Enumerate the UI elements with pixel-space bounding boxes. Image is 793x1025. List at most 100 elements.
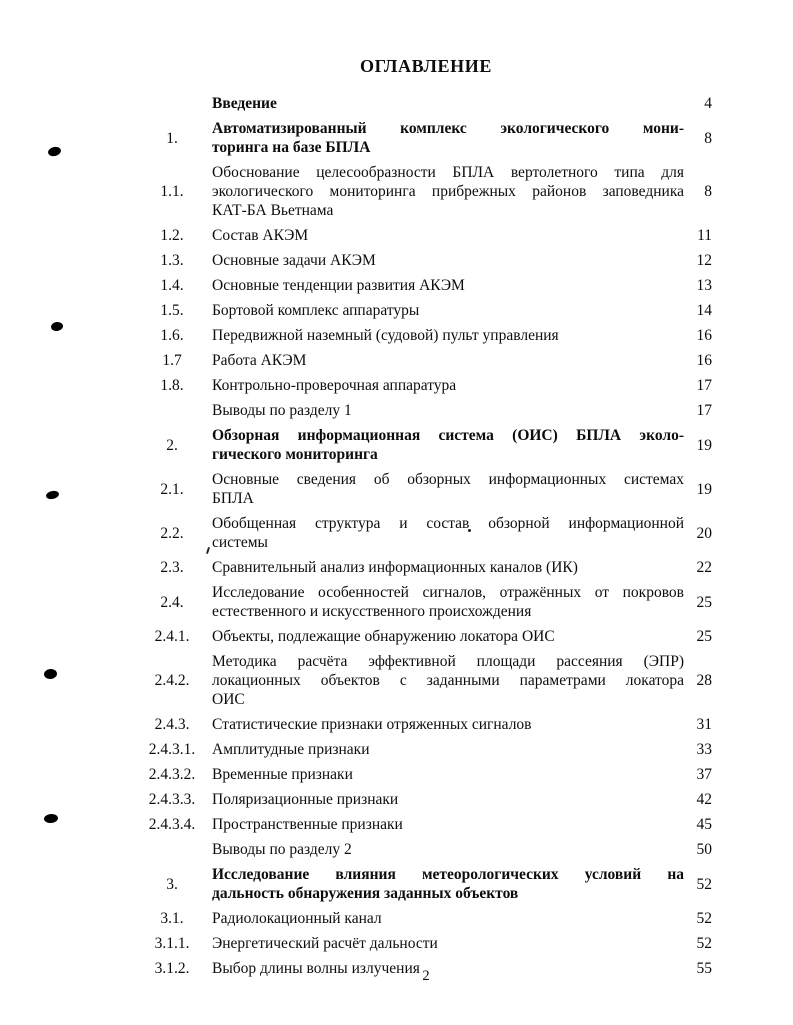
toc-entry-title: Обобщенная структура и состав обзорной и…: [204, 514, 684, 552]
toc-entry-title: Энергетический расчёт дальности: [204, 934, 684, 953]
toc-row: 2.4. Исследование особенностей сигналов, …: [140, 583, 712, 621]
toc-entry-title: Исследование влияния метеорологических у…: [204, 865, 684, 903]
toc-entry-title-line: Обоснование целесообразности БПЛА вертол…: [212, 164, 684, 181]
toc-entry-title-line: экологического мониторинга прибрежных ра…: [212, 183, 684, 200]
toc-row: Введение 4: [140, 94, 712, 113]
toc-entry-number: 2.1.: [160, 480, 184, 498]
toc-entry-page: 12: [696, 252, 713, 269]
toc-entry-number: 2.4.1.: [154, 628, 190, 645]
toc-entry-title-line: Основные задачи АКЭМ: [212, 252, 376, 269]
toc-entry-title-line: Сравнительный анализ информационных кана…: [212, 559, 578, 576]
toc-row: 2.4.3.1. Амплитудные признаки 33: [140, 740, 712, 759]
toc-entry-title: Объекты, подлежащие обнаружению локатора…: [204, 627, 684, 646]
toc-entry-title: Основные тенденции развития АКЭМ: [204, 276, 684, 295]
toc-entry-page: 37: [696, 766, 713, 783]
toc-entry-title-line: Основные сведения об обзорных информацио…: [212, 471, 684, 488]
toc-row: 1.5. Бортовой комплекс аппаратуры 14: [140, 301, 712, 320]
toc-entry-number: 1.6.: [160, 327, 184, 344]
toc-entry-title-line: Объекты, подлежащие обнаружению локатора…: [212, 628, 555, 645]
toc-entry-page: 14: [696, 302, 713, 319]
toc-entry-title-line: Временные признаки: [212, 766, 353, 783]
toc-entry-title: Бортовой комплекс аппаратуры: [204, 301, 684, 320]
toc-entry-title-line: Статистические признаки отряженных сигна…: [212, 716, 532, 733]
toc-entry-title: Поляризационные признаки: [204, 790, 684, 809]
toc-entry-title-line: дальность обнаружения заданных объектов: [212, 885, 519, 902]
toc-entry-title-line: естественного и искусственного происхожд…: [212, 603, 532, 620]
toc-entry-page: 16: [696, 352, 713, 369]
toc-entry-number: 1.5.: [160, 302, 184, 319]
toc-entry-number: 3.1.: [160, 910, 184, 927]
toc-entry-number: 1.: [166, 129, 178, 147]
toc-entry-title-line: Исследование особенностей сигналов, отра…: [212, 584, 684, 601]
toc-entry-number: 2.4.3.2.: [148, 766, 196, 783]
toc-row: 2.4.3. Статистические признаки отряженных…: [140, 715, 712, 734]
toc-entry-number: 1.8.: [160, 377, 184, 394]
toc-entry-number: 3.1.1.: [154, 935, 190, 952]
toc-row: 3.1.2. Выбор длины волны излучения 55: [140, 959, 712, 978]
toc-entry-title-line: Состав АКЭМ: [212, 227, 309, 244]
toc-entry-title: Обоснование целесообразности БПЛА вертол…: [204, 163, 684, 220]
toc-entry-page: 8: [704, 183, 712, 200]
toc-entry-title-line: гического мониторинга: [212, 446, 378, 463]
toc-entry-title-line: Выводы по разделу 2: [212, 841, 352, 858]
toc-entry-title: Контрольно-проверочная аппаратура: [204, 376, 684, 395]
toc-row: 1.8. Контрольно-проверочная аппаратура 17: [140, 376, 712, 395]
toc-entry-title-line: БПЛА: [212, 490, 254, 507]
toc-entry-title: Автоматизированный комплекс экологическо…: [204, 119, 684, 157]
scan-artifact-dot: [50, 321, 64, 332]
scan-artifact-dot: [47, 145, 62, 158]
toc-entry-title: Амплитудные признаки: [204, 740, 684, 759]
toc-entry-number: 2.3.: [160, 559, 184, 576]
toc-list: Введение 4 1. Автоматизированный комплекс э…: [140, 94, 712, 978]
toc-entry-number: 1.3.: [160, 252, 184, 269]
toc-entry-page: 22: [696, 559, 713, 576]
toc-entry-page: 20: [696, 524, 713, 542]
toc-row: 2.1. Основные сведения об обзорных информ…: [140, 470, 712, 508]
toc-entry-title: Состав АКЭМ: [204, 226, 684, 245]
toc-entry-number: 2.: [166, 436, 178, 454]
toc-entry-title-line: Энергетический расчёт дальности: [212, 935, 438, 952]
toc-row: 1.4. Основные тенденции развития АКЭМ 13: [140, 276, 712, 295]
toc-row: 1. Автоматизированный комплекс экологичес…: [140, 119, 712, 157]
toc-entry-page: 25: [696, 628, 713, 645]
footer-page-number: 2: [422, 968, 430, 984]
toc-entry-page: 8: [704, 129, 712, 147]
toc-entry-number: 1.2.: [160, 227, 184, 244]
toc-entry-title-line: Автоматизированный комплекс экологическо…: [212, 120, 684, 137]
toc-entry-page: 52: [696, 910, 713, 927]
toc-entry-title-line: Амплитудные признаки: [212, 741, 370, 758]
toc-entry-number: 3.1.2.: [154, 960, 190, 977]
toc-row: Выводы по разделу 2 50: [140, 840, 712, 859]
toc-entry-page: 52: [696, 935, 713, 952]
toc-entry-number: 2.4.3.: [154, 716, 190, 733]
toc-entry-page: 52: [696, 875, 713, 893]
scan-artifact-dot: [45, 489, 60, 501]
toc-row: 2.4.3.2. Временные признаки 37: [140, 765, 712, 784]
toc-entry-title: Введение: [204, 94, 684, 113]
scan-artifact-dot: [43, 668, 58, 680]
toc-entry-title: Статистические признаки отряженных сигна…: [204, 715, 684, 734]
toc-entry-title: Обзорная информационная система (ОИС) БП…: [204, 426, 684, 464]
toc-entry-title-line: Пространственные признаки: [212, 816, 403, 833]
toc-entry-title-line: КАТ-БА Вьетнама: [212, 202, 334, 219]
toc-row: 1.2. Состав АКЭМ 11: [140, 226, 712, 245]
toc-entry-number: 2.4.: [160, 593, 184, 611]
toc-entry-page: 42: [696, 791, 713, 808]
toc-entry-title: Исследование особенностей сигналов, отра…: [204, 583, 684, 621]
scan-artifact-speck: [468, 529, 471, 532]
toc-entry-title: Выводы по разделу 1: [204, 401, 684, 420]
toc-entry-title: Выбор длины волны излучения: [204, 959, 684, 978]
toc-entry-number: 2.4.3.1.: [148, 741, 196, 758]
toc-entry-title: Передвижной наземный (судовой) пульт упр…: [204, 326, 684, 345]
toc-entry-page: 55: [696, 960, 713, 977]
toc-entry-number: 3.: [166, 875, 178, 893]
toc-entry-title-line: Передвижной наземный (судовой) пульт упр…: [212, 327, 559, 344]
toc-entry-title-line: ОИС: [212, 691, 245, 708]
toc-entry-title: Выводы по разделу 2: [204, 840, 684, 859]
toc-entry-page: 19: [696, 436, 713, 454]
toc-entry-number: 2.4.3.3.: [148, 791, 196, 808]
toc-row: 1.3. Основные задачи АКЭМ 12: [140, 251, 712, 270]
toc-entry-title-line: Выводы по разделу 1: [212, 402, 352, 419]
toc-entry-page: 45: [696, 816, 713, 833]
toc-entry-title-line: Работа АКЭМ: [212, 352, 307, 369]
